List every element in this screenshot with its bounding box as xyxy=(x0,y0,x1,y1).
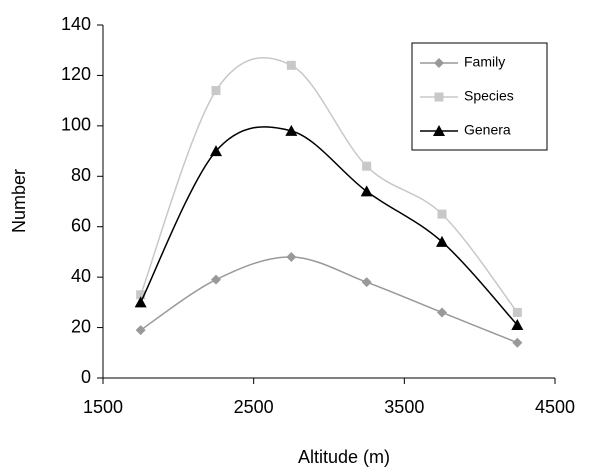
x-tick-label: 3500 xyxy=(384,397,424,417)
y-tick-label: 40 xyxy=(71,266,91,286)
y-tick-label: 60 xyxy=(71,215,91,235)
x-tick-label: 1500 xyxy=(83,397,123,417)
marker xyxy=(286,60,296,70)
marker xyxy=(135,325,146,336)
y-tick-label: 80 xyxy=(71,165,91,185)
legend-label: Species xyxy=(464,88,514,104)
marker xyxy=(210,145,222,157)
series-line xyxy=(139,126,518,326)
marker xyxy=(512,307,522,317)
marker xyxy=(361,277,372,288)
legend-label: Genera xyxy=(464,122,511,138)
series-line xyxy=(140,256,518,344)
marker xyxy=(360,185,373,197)
marker xyxy=(437,307,447,318)
marker xyxy=(362,161,372,171)
x-tick-label: 2500 xyxy=(234,397,274,417)
marker xyxy=(436,235,448,247)
x-axis-title: Altitude (m) xyxy=(298,447,390,467)
marker xyxy=(437,209,447,219)
legend-label: Family xyxy=(464,54,505,70)
legend-marker xyxy=(434,92,444,102)
legend-marker xyxy=(433,125,445,136)
marker xyxy=(511,319,524,331)
marker xyxy=(134,296,147,308)
y-tick-label: 120 xyxy=(61,64,91,84)
marker xyxy=(286,251,297,262)
marker xyxy=(136,290,146,300)
marker xyxy=(211,274,221,285)
marker xyxy=(512,337,523,348)
y-tick-label: 0 xyxy=(81,367,91,387)
marker xyxy=(211,86,221,96)
legend-marker xyxy=(434,58,444,68)
series-line xyxy=(139,57,518,313)
x-tick-label: 4500 xyxy=(535,397,575,417)
y-tick-label: 20 xyxy=(71,316,91,336)
y-tick-label: 100 xyxy=(61,115,91,135)
y-tick-label: 140 xyxy=(61,14,91,34)
marker xyxy=(285,124,298,136)
y-axis-title: Number xyxy=(9,169,29,233)
